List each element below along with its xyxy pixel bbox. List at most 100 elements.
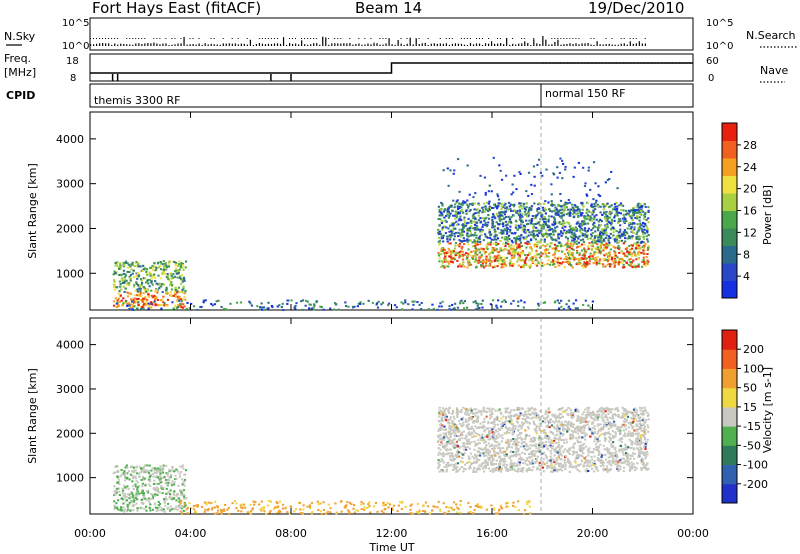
echo-cell	[497, 257, 500, 260]
echo-cell	[525, 223, 529, 226]
echo-cell	[503, 236, 506, 239]
echo-cell	[542, 234, 545, 237]
echo-cell	[451, 508, 454, 511]
echo-cell	[633, 469, 637, 472]
echo-cell	[544, 245, 547, 248]
echo-cell	[505, 229, 509, 232]
echo-cell	[509, 429, 512, 432]
echo-cell	[155, 488, 158, 491]
echo-cell	[569, 229, 572, 232]
echo-cell	[120, 497, 124, 500]
echo-cell	[543, 210, 546, 213]
echo-cell	[533, 202, 536, 205]
power-colorbar-tick-label: 4	[743, 270, 750, 283]
echo-cell	[547, 407, 550, 410]
nsky-bar	[331, 43, 333, 46]
echo-cell	[424, 501, 428, 504]
echo-cell	[443, 266, 446, 269]
echo-cell	[446, 437, 450, 440]
echo-cell	[569, 208, 573, 211]
echo-cell	[131, 477, 135, 480]
echo-cell	[552, 172, 555, 175]
nsearch-dot	[632, 38, 634, 39]
echo-cell	[643, 260, 646, 263]
echo-cell	[645, 225, 648, 228]
echo-cell	[577, 237, 580, 240]
power-colorbar-swatch	[722, 210, 737, 229]
echo-cell	[500, 214, 504, 217]
echo-cell	[522, 252, 525, 255]
echo-cell	[646, 414, 650, 417]
echo-cell	[121, 281, 125, 284]
echo-cell	[490, 260, 493, 263]
echo-cell	[563, 203, 566, 206]
echo-cell	[626, 249, 629, 252]
echo-cell	[544, 208, 548, 211]
echo-cell	[614, 213, 617, 216]
echo-cell	[617, 413, 620, 416]
echo-cell	[469, 209, 472, 212]
echo-cell	[624, 424, 627, 427]
echo-cell	[537, 221, 541, 224]
echo-cell	[467, 416, 471, 419]
echo-cell	[540, 224, 543, 227]
echo-cell	[153, 298, 157, 301]
echo-cell	[551, 203, 554, 206]
echo-cell	[601, 231, 604, 234]
echo-cell	[582, 263, 585, 266]
nsky-bar	[463, 44, 466, 46]
echo-cell	[501, 261, 504, 264]
echo-cell	[114, 264, 117, 267]
echo-cell	[616, 222, 620, 225]
nsearch-dot	[385, 38, 387, 39]
echo-cell	[140, 498, 144, 501]
echo-cell	[561, 261, 565, 264]
echo-cell	[479, 454, 482, 457]
echo-cell	[184, 298, 187, 301]
echo-cell	[448, 424, 452, 427]
velocity-panel-frame	[89, 317, 694, 515]
echo-cell	[344, 304, 348, 307]
echo-cell	[513, 232, 517, 235]
echo-cell	[449, 212, 452, 215]
echo-cell	[583, 215, 586, 218]
nsky-bar	[641, 43, 643, 46]
echo-cell	[546, 262, 549, 265]
echo-cell	[166, 304, 169, 307]
echo-cell	[606, 254, 609, 257]
nsky-bar	[481, 44, 484, 46]
nsearch-dot	[114, 38, 116, 39]
echo-cell	[510, 193, 513, 196]
echo-cell	[134, 475, 137, 478]
echo-cell	[547, 251, 551, 254]
echo-cell	[485, 258, 488, 261]
echo-cell	[166, 482, 169, 485]
echo-cell	[140, 478, 143, 481]
echo-cell	[475, 224, 478, 227]
echo-cell	[572, 175, 575, 178]
echo-cell	[122, 302, 125, 305]
echo-cell	[463, 223, 466, 226]
echo-cell	[504, 224, 507, 227]
echo-cell	[553, 251, 557, 254]
echo-cell	[479, 217, 482, 220]
echo-cell	[633, 264, 636, 267]
echo-cell	[505, 256, 509, 259]
echo-cell	[183, 292, 186, 295]
echo-cell	[607, 431, 610, 434]
echo-cell	[560, 299, 563, 302]
echo-cell	[546, 243, 549, 246]
echo-cell	[590, 216, 593, 219]
echo-cell	[636, 204, 639, 207]
echo-cell	[467, 438, 471, 441]
echo-cell	[134, 469, 137, 472]
nsky-bar	[285, 44, 288, 46]
echo-cell	[441, 264, 444, 267]
echo-cell	[628, 253, 631, 256]
echo-cell	[272, 508, 276, 511]
echo-cell	[123, 508, 126, 511]
echo-cell	[485, 216, 488, 219]
echo-cell	[608, 251, 611, 254]
nsearch-dot	[382, 38, 384, 39]
